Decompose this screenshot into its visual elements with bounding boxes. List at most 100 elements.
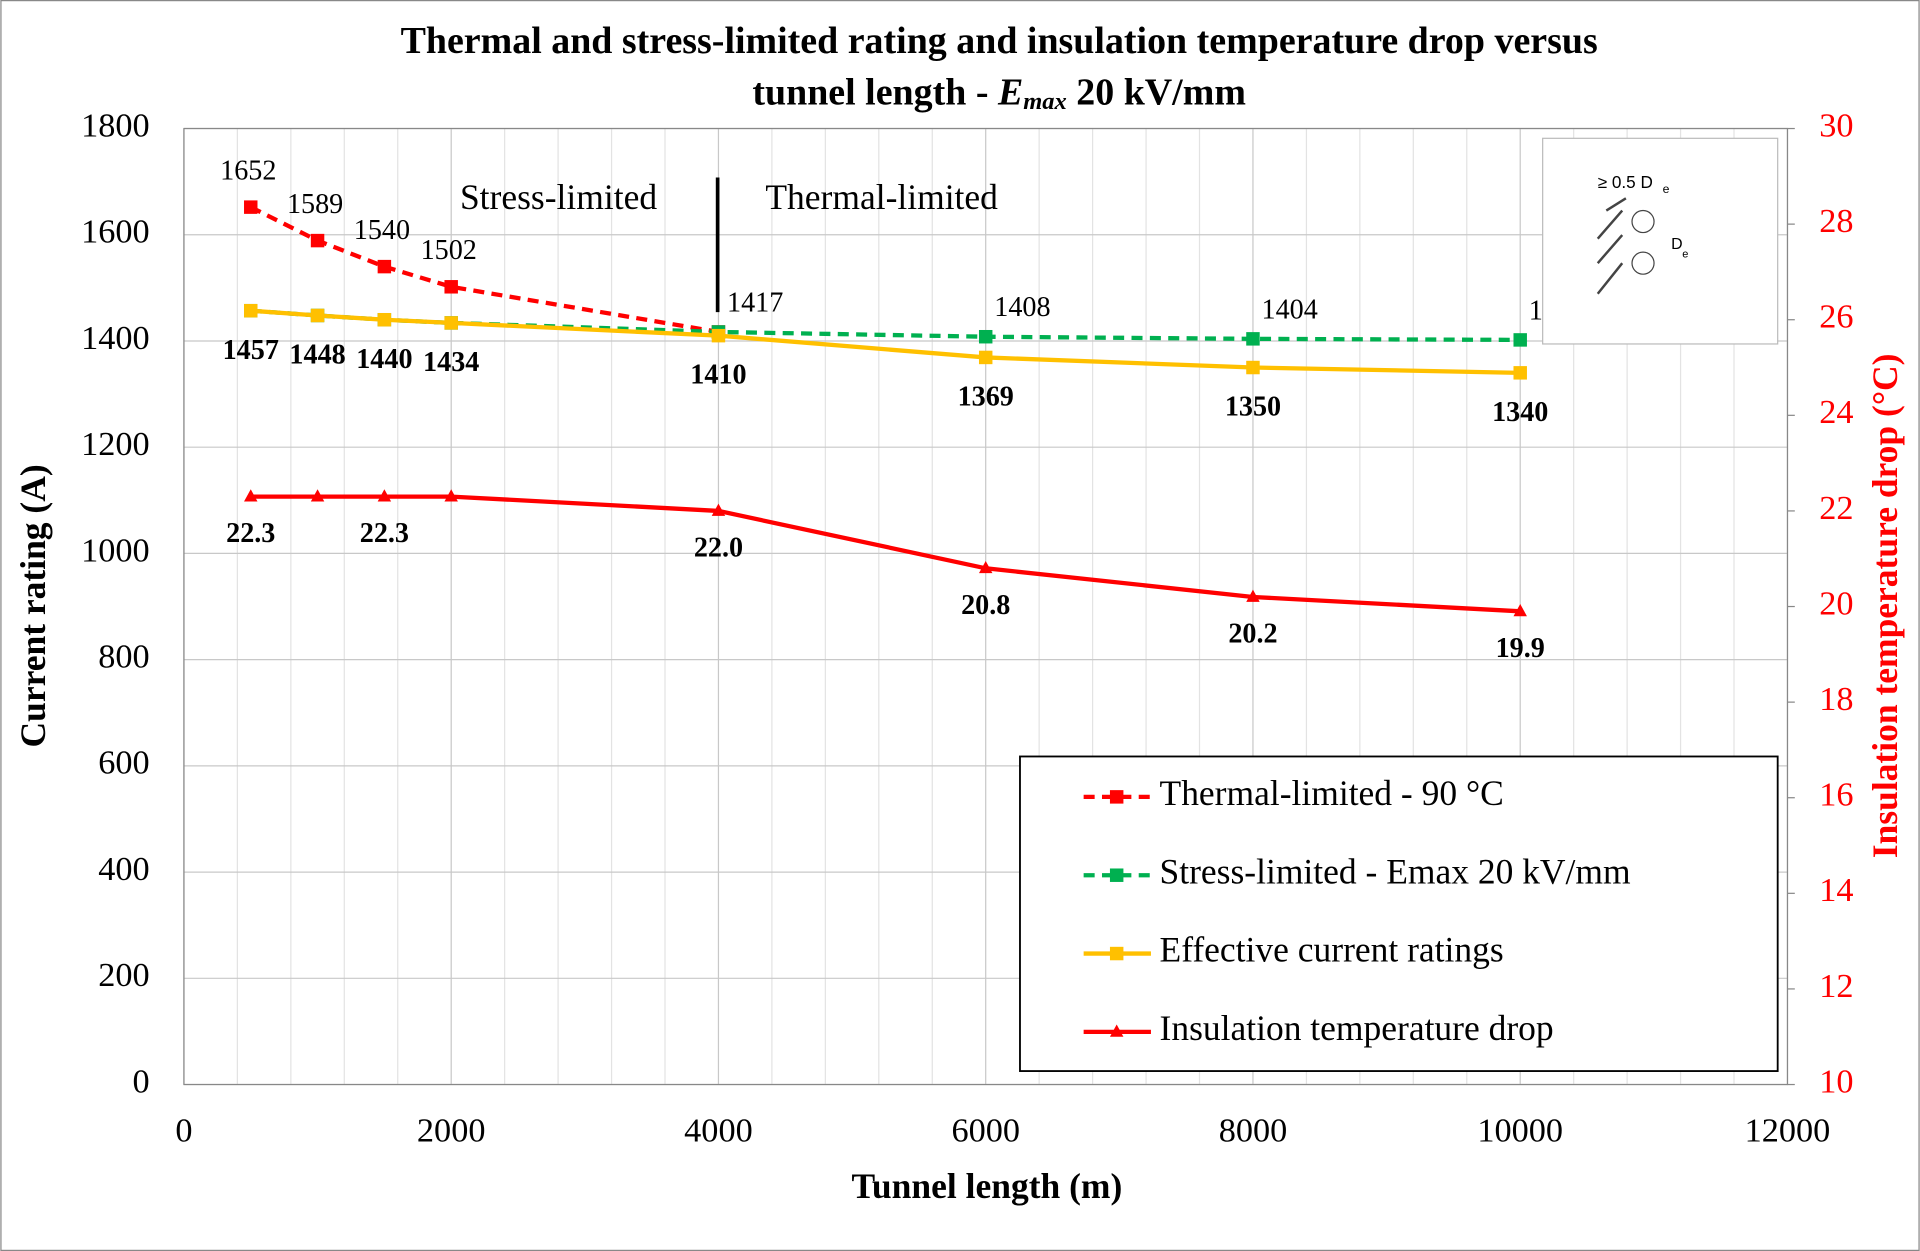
title-part: tunnel length - [752, 71, 998, 113]
legend-marker [1109, 1024, 1124, 1037]
point [711, 503, 726, 516]
legend-marker [1109, 868, 1124, 882]
inset-label: ≥ 0.5 D [1598, 172, 1653, 192]
point [377, 489, 392, 502]
inset-wall [1596, 197, 1627, 295]
y2-tick-label: 30 [1819, 106, 1853, 144]
point [1513, 366, 1527, 380]
x-tick-label: 0 [175, 1111, 192, 1149]
point [978, 329, 993, 344]
data-label: 1340 [1492, 397, 1548, 428]
y2-tick-label: 12 [1819, 967, 1853, 1005]
y2-tick-label: 20 [1819, 584, 1853, 622]
plot: 0 2000 4000 6000 8000 10000 12000 0 200 400 600 800… [81, 106, 1853, 1149]
title-part: E [997, 71, 1023, 113]
data-label: 22.3 [360, 518, 409, 549]
data-label: 20.8 [961, 590, 1010, 621]
y2-tick-label: 28 [1819, 202, 1853, 240]
point [444, 280, 458, 294]
series: 1457 1448 1440 1434 1410 1369 1350 1340 [223, 303, 1548, 428]
inset-cable [1631, 209, 1655, 234]
point [310, 308, 325, 323]
data-label: 1410 [690, 360, 746, 391]
x-axis-label: Tunnel length (m) [852, 1166, 1123, 1206]
legend-marker [1109, 790, 1124, 804]
point [244, 303, 258, 318]
point [377, 312, 392, 327]
data-label: 1350 [1225, 392, 1281, 423]
point [244, 200, 258, 214]
y-tick-label: 200 [98, 956, 149, 994]
series: 1652 1589 1540 1502 [220, 155, 726, 339]
title-part: 20 kV/mm [1067, 71, 1246, 113]
annotation: Stress-limited [460, 177, 657, 217]
data-label: 1404 [1262, 294, 1318, 325]
point [1513, 333, 1527, 347]
y2-tick-label: 24 [1819, 393, 1853, 431]
point [711, 328, 726, 343]
legend-label: Stress-limited - Emax 20 kV/mm [1160, 851, 1632, 891]
legend-label: Thermal-limited - 90 °C [1160, 773, 1504, 813]
x-tick-label: 2000 [417, 1111, 486, 1149]
y-tick-label: 800 [98, 637, 149, 675]
data-label: 1417 [727, 287, 783, 318]
data-label: 1457 [223, 335, 279, 366]
x-tick-label: 10000 [1477, 1111, 1563, 1149]
x-tick-label: 6000 [951, 1111, 1020, 1149]
y-tick-label: 0 [133, 1062, 150, 1100]
y-tick-label: 1400 [81, 319, 150, 357]
y2-tick-label: 18 [1819, 680, 1853, 718]
data-label: 1652 [220, 155, 276, 186]
y-tick-label: 400 [98, 850, 149, 888]
chart-title: tunnel length - Emax 20 kV/mm [752, 71, 1246, 114]
x-tick-label: 4000 [684, 1111, 753, 1149]
point [1246, 360, 1260, 375]
legend-box [1019, 755, 1779, 1072]
point [444, 489, 458, 502]
inset-cable [1631, 251, 1655, 275]
point [978, 560, 993, 574]
point [978, 350, 993, 365]
series-line [250, 494, 1521, 614]
inset-label: D [1671, 236, 1683, 253]
point [1246, 332, 1260, 346]
data-label: 1589 [287, 189, 343, 220]
series-line [250, 308, 1521, 375]
data-label: 22.0 [694, 533, 743, 564]
y2-tick-label: 16 [1819, 776, 1853, 814]
data-label: 1369 [958, 382, 1014, 413]
y-tick-label: 1000 [81, 531, 150, 569]
y2-axis-label: Insulation temperature drop (°C) [1865, 354, 1905, 859]
point [1246, 589, 1260, 602]
y2-tick-label: 26 [1819, 298, 1853, 336]
y-tick-label: 1600 [81, 213, 150, 251]
data-label: 1540 [354, 215, 410, 246]
y-tick-label: 1200 [81, 425, 150, 463]
legend: Thermal-limited - 90 °C Stress-limited - … [1019, 755, 1779, 1072]
annotation: Thermal-limited [765, 177, 998, 217]
data-label: 20.2 [1228, 619, 1277, 650]
legend-label: Effective current ratings [1160, 930, 1504, 970]
y2-tick-label: 14 [1819, 871, 1853, 909]
point [310, 233, 325, 248]
data-label: 19.9 [1496, 633, 1545, 664]
x-tick-label: 8000 [1219, 1111, 1288, 1149]
title-part: max [1023, 87, 1067, 114]
data-label: 1408 [994, 292, 1050, 323]
point [244, 489, 258, 502]
series: 22.3 22.3 22.0 20.8 20.2 19.9 [226, 489, 1545, 664]
point [1513, 603, 1527, 617]
y-axis-label: Current rating (A) [13, 464, 53, 747]
data-label: 22.3 [226, 518, 275, 549]
x-tick-label: 12000 [1745, 1111, 1831, 1149]
data-label: 1440 [356, 344, 412, 375]
inset-label: e [1663, 182, 1670, 196]
plot-border [183, 127, 1789, 1086]
legend-marker [1109, 946, 1124, 961]
point [310, 489, 325, 502]
point [377, 259, 392, 274]
inset: ≥ 0.5 D e D e [1542, 137, 1779, 345]
point [444, 316, 458, 330]
legend-label: Insulation temperature drop [1160, 1008, 1554, 1048]
